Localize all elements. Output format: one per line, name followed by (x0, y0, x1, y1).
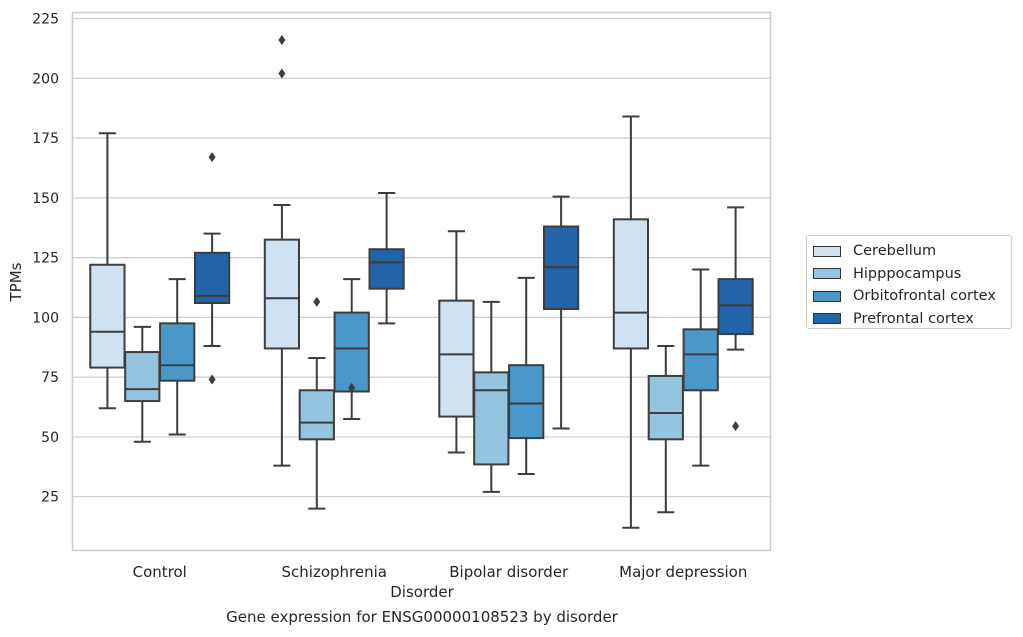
box-orbitofrontal-cortex (508, 276, 545, 475)
box-prefrontal-cortex (368, 192, 405, 325)
y-tick-label: 25 (41, 490, 59, 506)
box-iqr (263, 238, 301, 350)
box-iqr (647, 374, 684, 441)
box-hipppocampus (124, 325, 161, 443)
y-tick-labels: 25 50 75 100 125 150 175 200 225 (32, 11, 59, 505)
legend: Cerebellum Hipppocampus Orbitofrontal cort… (806, 235, 1012, 329)
y-tick-label: 150 (32, 191, 59, 207)
x-tick-label: Major depression (619, 563, 747, 581)
outlier-marker (208, 152, 216, 163)
box-prefrontal-cortex (193, 152, 231, 385)
legend-item: Cerebellum (813, 240, 1011, 263)
x-tick-label: Schizophrenia (282, 563, 387, 581)
y-tick-label: 125 (32, 251, 59, 267)
plot-frame (71, 11, 772, 552)
box-orbitofrontal-cortex (682, 268, 719, 467)
box-cerebellum (263, 34, 301, 467)
box-cerebellum (89, 132, 126, 410)
legend-item: Orbitofrontal cortex (813, 285, 1011, 308)
legend-swatch (813, 268, 841, 280)
box-iqr (717, 278, 754, 336)
x-tick-label: Control (133, 563, 187, 581)
box-plots (89, 34, 754, 529)
box-iqr (473, 371, 510, 466)
outlier-marker (348, 382, 356, 393)
chart-caption: Gene expression for ENSG00000108523 by d… (226, 608, 618, 626)
box-orbitofrontal-cortex (333, 278, 370, 420)
box-iqr (508, 364, 545, 440)
box-iqr (438, 299, 475, 418)
y-tick-label: 100 (32, 310, 59, 326)
box-cerebellum (612, 115, 650, 529)
box-iqr (333, 311, 370, 393)
box-prefrontal-cortex (717, 206, 754, 432)
outlier-marker (732, 421, 740, 432)
box-iqr (193, 251, 231, 305)
box-hipppocampus (298, 296, 335, 510)
y-tick-label: 50 (41, 430, 59, 446)
box-iqr (368, 248, 405, 290)
y-tick-label: 200 (32, 71, 59, 87)
legend-label: Prefrontal cortex (853, 310, 974, 327)
outlier-marker (278, 34, 286, 45)
box-iqr (298, 389, 335, 441)
x-axis-label: Disorder (390, 583, 454, 601)
legend-item: Prefrontal cortex (813, 308, 1011, 331)
box-orbitofrontal-cortex (159, 278, 196, 436)
y-tick-label: 75 (41, 370, 59, 386)
y-tick-label: 175 (32, 131, 59, 147)
box-iqr (682, 328, 719, 392)
legend-label: Orbitofrontal cortex (853, 288, 996, 305)
box-iqr (124, 351, 161, 403)
box-cerebellum (438, 230, 475, 454)
box-iqr (159, 322, 196, 382)
outlier-marker (278, 68, 286, 79)
outlier-marker (313, 296, 321, 307)
box-prefrontal-cortex (542, 195, 580, 430)
legend-swatch (813, 245, 841, 257)
box-iqr (89, 263, 126, 369)
box-hipppocampus (473, 300, 510, 493)
y-axis-label: TPMs (7, 262, 25, 302)
legend-swatch (813, 313, 841, 325)
legend-swatch (813, 290, 841, 302)
box-hipppocampus (647, 345, 684, 514)
legend-item: Hipppocampus (813, 263, 1011, 286)
outlier-marker (208, 374, 216, 385)
y-tick-label: 225 (32, 11, 59, 27)
box-iqr (612, 218, 650, 350)
x-tick-labels: Control Schizophrenia Bipolar disorder Majo… (133, 563, 748, 581)
legend-label: Hipppocampus (853, 265, 962, 282)
x-tick-label: Bipolar disorder (449, 563, 569, 581)
legend-label: Cerebellum (853, 243, 937, 260)
